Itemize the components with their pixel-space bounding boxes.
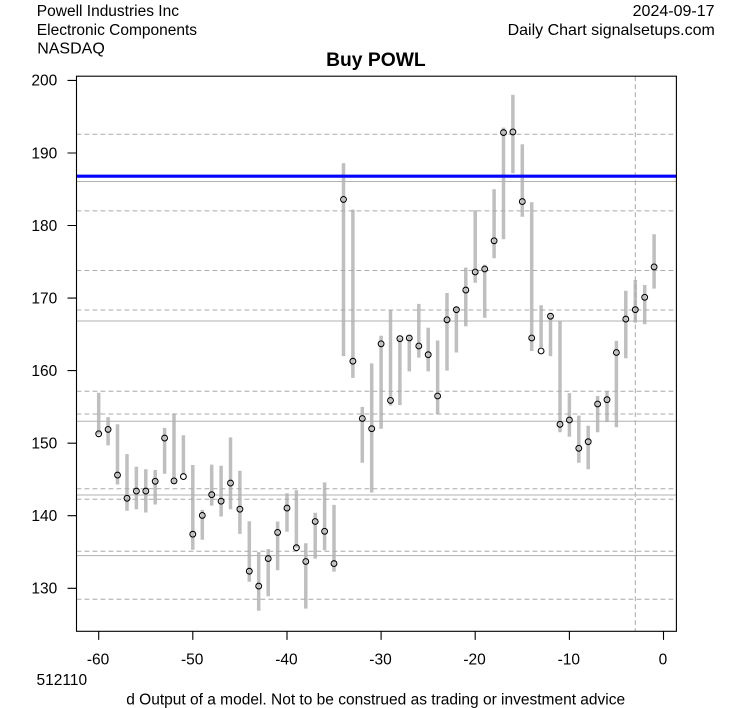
svg-text:170: 170 [31,290,57,307]
svg-text:140: 140 [31,508,57,525]
svg-text:190: 190 [31,145,57,162]
svg-text:512110: 512110 [37,672,88,689]
svg-text:2024-09-17: 2024-09-17 [633,3,715,20]
svg-text:160: 160 [31,363,57,380]
svg-text:150: 150 [31,436,57,453]
svg-text:Powell Industries Inc: Powell Industries Inc [37,3,179,20]
svg-text:-40: -40 [275,652,298,669]
svg-text:NASDAQ: NASDAQ [37,40,105,57]
svg-text:-20: -20 [463,652,486,669]
svg-text:Electronic Components: Electronic Components [37,22,197,39]
svg-text:180: 180 [31,218,57,235]
svg-text:Buy POWL: Buy POWL [326,50,426,71]
svg-text:-10: -10 [558,652,581,669]
svg-text:130: 130 [31,581,57,598]
svg-text:200: 200 [31,73,57,90]
svg-text:d Output of a model. Not to be: d Output of a model. Not to be construed… [126,692,625,708]
svg-text:-60: -60 [87,652,110,669]
svg-text:0: 0 [659,652,668,669]
svg-text:-30: -30 [369,652,392,669]
svg-text:Daily Chart signalsetups.com: Daily Chart signalsetups.com [508,22,715,39]
svg-text:-50: -50 [181,652,204,669]
